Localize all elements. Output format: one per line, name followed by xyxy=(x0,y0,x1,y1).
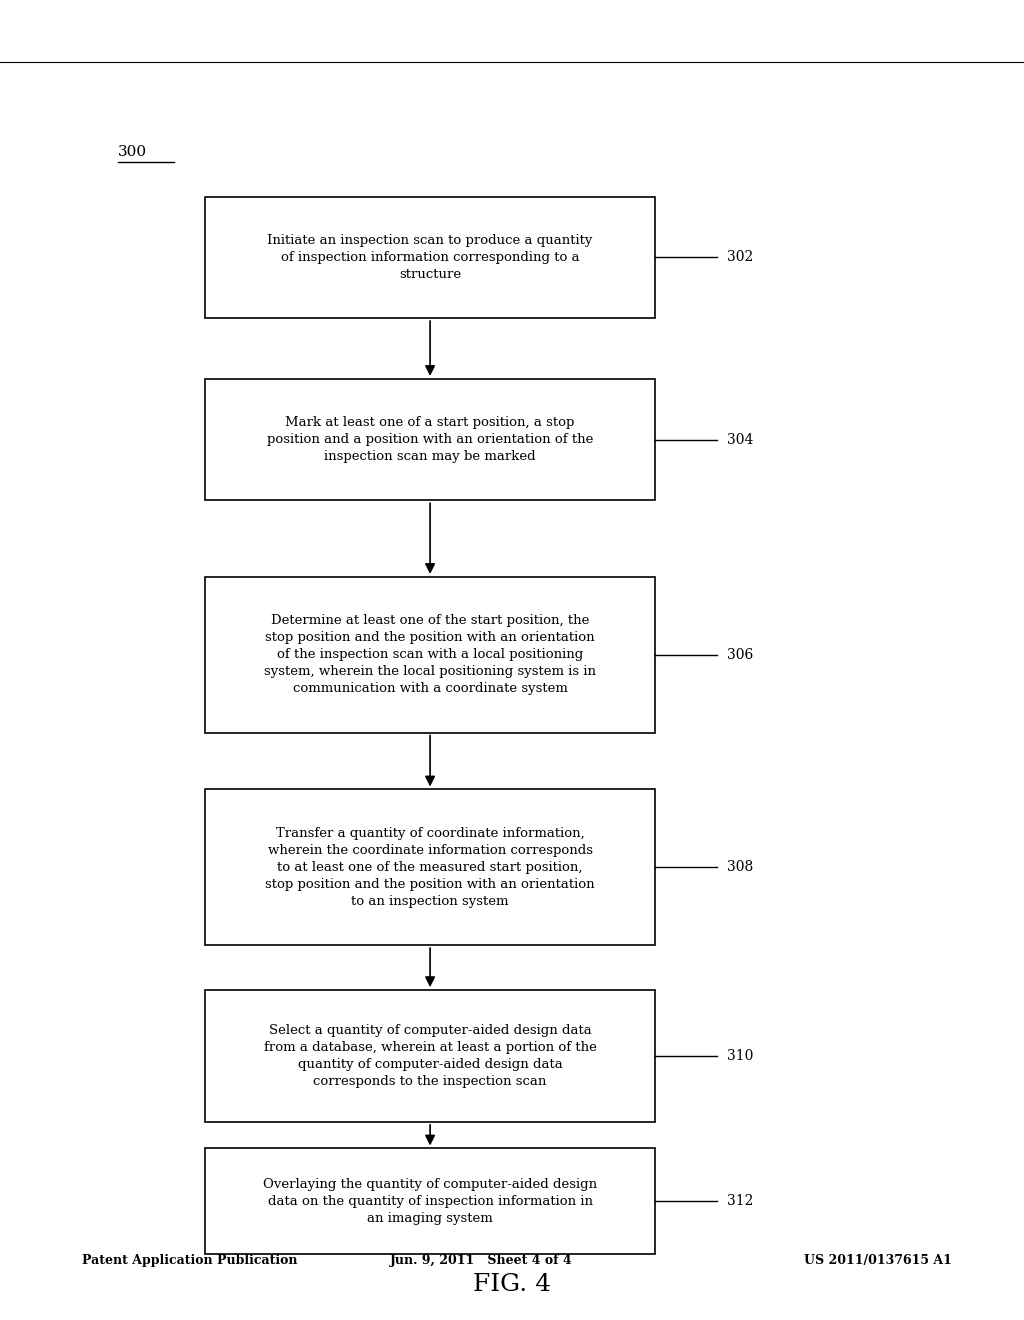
FancyBboxPatch shape xyxy=(205,789,655,945)
FancyBboxPatch shape xyxy=(205,197,655,318)
Text: Transfer a quantity of coordinate information,
wherein the coordinate informatio: Transfer a quantity of coordinate inform… xyxy=(265,826,595,908)
Text: Determine at least one of the start position, the
stop position and the position: Determine at least one of the start posi… xyxy=(264,614,596,696)
Text: 304: 304 xyxy=(727,433,754,446)
Text: 302: 302 xyxy=(727,251,754,264)
Text: 312: 312 xyxy=(727,1195,754,1208)
Text: Initiate an inspection scan to produce a quantity
of inspection information corr: Initiate an inspection scan to produce a… xyxy=(267,234,593,281)
Text: Overlaying the quantity of computer-aided design
data on the quantity of inspect: Overlaying the quantity of computer-aide… xyxy=(263,1177,597,1225)
Text: Mark at least one of a start position, a stop
position and a position with an or: Mark at least one of a start position, a… xyxy=(267,416,593,463)
Text: 308: 308 xyxy=(727,861,754,874)
FancyBboxPatch shape xyxy=(205,990,655,1122)
FancyBboxPatch shape xyxy=(205,1148,655,1254)
Text: 306: 306 xyxy=(727,648,754,661)
Text: Select a quantity of computer-aided design data
from a database, wherein at leas: Select a quantity of computer-aided desi… xyxy=(263,1024,597,1088)
Text: 310: 310 xyxy=(727,1049,754,1063)
Text: Patent Application Publication: Patent Application Publication xyxy=(82,1254,297,1267)
Text: 300: 300 xyxy=(118,145,146,158)
Text: FIG. 4: FIG. 4 xyxy=(473,1272,551,1296)
FancyBboxPatch shape xyxy=(205,379,655,500)
Text: US 2011/0137615 A1: US 2011/0137615 A1 xyxy=(805,1254,952,1267)
Text: Jun. 9, 2011   Sheet 4 of 4: Jun. 9, 2011 Sheet 4 of 4 xyxy=(390,1254,572,1267)
FancyBboxPatch shape xyxy=(205,577,655,733)
